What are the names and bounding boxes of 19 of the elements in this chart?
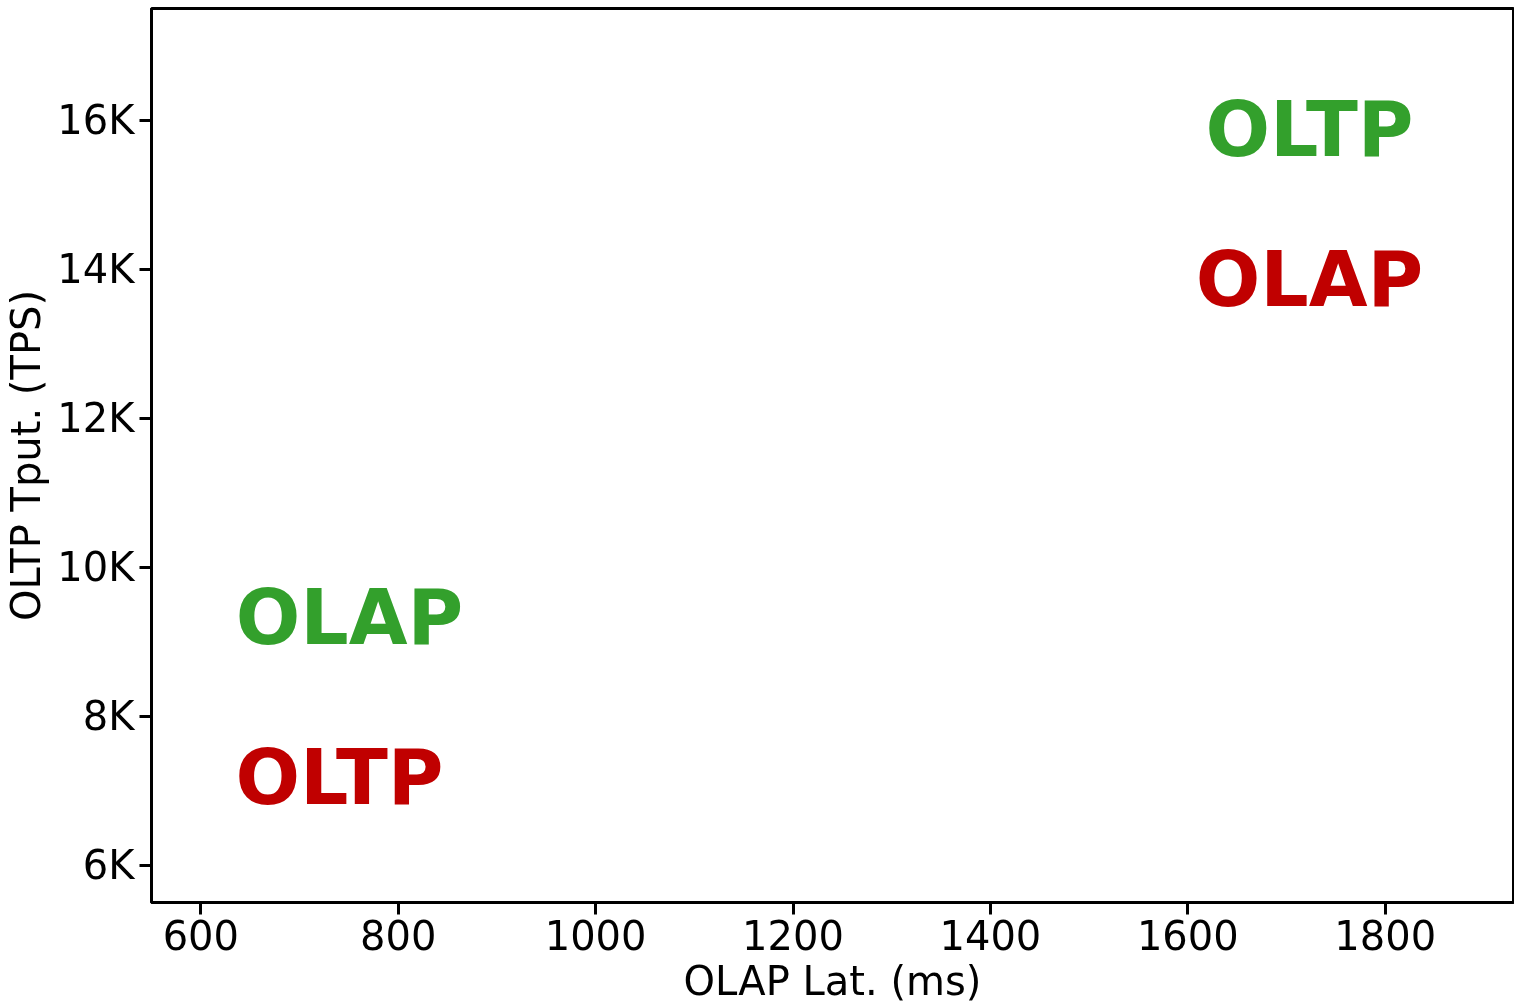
- y-tick-label: 10K: [57, 544, 137, 591]
- x-tick-label: 600: [162, 912, 240, 959]
- x-tick-label: 1600: [1136, 912, 1239, 959]
- y-tick-label: 14K: [57, 246, 137, 293]
- annotation: OLTP: [235, 733, 444, 822]
- x-tick-label: 1400: [939, 912, 1042, 959]
- annotation: OLAP: [235, 573, 464, 662]
- y-axis-title: OLTP Tput. (TPS): [3, 290, 50, 621]
- y-tick-label: 8K: [82, 693, 137, 740]
- x-tick-label: 1200: [742, 912, 844, 959]
- y-tick-label: 12K: [57, 395, 137, 442]
- y-tick-label: 16K: [57, 97, 137, 144]
- y-tick-label: 6K: [82, 842, 137, 889]
- x-axis-title: OLAP Lat. (ms): [683, 957, 982, 1004]
- x-tick-label: 1000: [544, 912, 647, 959]
- x-tick-label: 800: [360, 912, 437, 959]
- annotation: OLAP: [1195, 235, 1424, 324]
- annotation: OLTP: [1205, 85, 1414, 174]
- x-tick-label: 1800: [1334, 912, 1437, 959]
